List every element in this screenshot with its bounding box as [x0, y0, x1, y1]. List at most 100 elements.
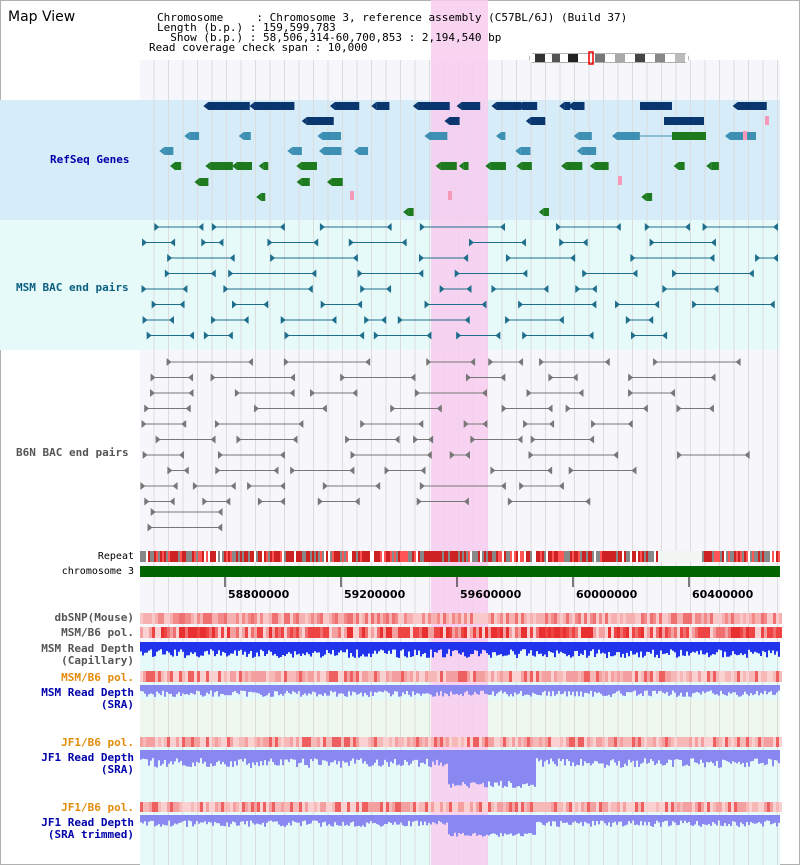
depth-bar: [180, 642, 182, 650]
heat-cell: [167, 613, 170, 624]
depth-bar: [592, 685, 594, 697]
depth-bar: [686, 642, 688, 652]
heat-cell: [764, 627, 767, 638]
heat-cell: [719, 802, 722, 812]
depth-bar: [386, 815, 388, 825]
heat-cell: [440, 737, 443, 747]
gene-arrow: [321, 132, 327, 140]
depth-bar: [486, 750, 488, 788]
heat-cell: [227, 613, 230, 624]
depth-bar: [272, 750, 274, 763]
depth-bar: [722, 750, 724, 760]
b6n-bac-pair-end: [150, 389, 156, 397]
repeat-block: [392, 551, 394, 562]
ideogram-band: [625, 54, 635, 62]
heat-cell: [179, 737, 182, 747]
depth-bar: [292, 750, 294, 760]
depth-bar: [176, 642, 178, 656]
depth-bar: [472, 750, 474, 783]
depth-bar: [692, 685, 694, 694]
heat-cell: [392, 671, 395, 682]
heat-cell: [269, 737, 272, 747]
heat-cell: [197, 613, 200, 624]
depth-bar: [576, 815, 578, 823]
depth-bar: [516, 750, 518, 787]
b6n-bac-pair-end: [669, 389, 675, 397]
depth-bar: [618, 750, 620, 761]
heat-cell: [344, 802, 347, 812]
heat-cell: [212, 671, 215, 682]
heat-cell: [224, 737, 227, 747]
depth-bar: [410, 750, 412, 764]
heat-cell: [530, 671, 533, 682]
depth-bar: [420, 642, 422, 657]
depth-bar: [644, 750, 646, 759]
depth-bar: [510, 642, 512, 650]
depth-bar: [568, 750, 570, 762]
repeat-block: [386, 551, 388, 562]
depth-bar: [378, 815, 380, 825]
depth-bar: [358, 750, 360, 761]
heat-cell: [191, 613, 194, 624]
depth-bar: [298, 815, 300, 823]
depth-bar: [738, 750, 740, 762]
heat-cell: [314, 627, 317, 638]
heat-cell: [341, 737, 344, 747]
depth-bar: [214, 815, 216, 823]
depth-bar: [770, 815, 772, 825]
heat-cell: [680, 613, 683, 624]
depth-bar: [660, 685, 662, 691]
msm-bac-pair-end: [556, 223, 562, 231]
depth-bar: [762, 685, 764, 695]
heat-cell: [281, 802, 284, 812]
depth-bar: [214, 750, 216, 766]
depth-bar: [598, 750, 600, 764]
depth-bar: [204, 685, 206, 696]
depth-bar: [650, 685, 652, 697]
gene-feature: [376, 102, 390, 110]
heat-cell: [308, 671, 311, 682]
b6n-bac-pair-end: [464, 451, 470, 459]
heat-cell: [560, 737, 563, 747]
heat-cell: [431, 671, 434, 682]
depth-bar: [280, 642, 282, 657]
depth-bar: [152, 642, 154, 657]
heat-cell: [566, 627, 569, 638]
depth-bar: [330, 750, 332, 763]
depth-bar: [750, 750, 752, 762]
depth-bar: [362, 685, 364, 697]
heat-cell: [203, 737, 206, 747]
refseq-genes-label[interactable]: RefSeq Genes: [50, 153, 130, 166]
depth-bar: [718, 685, 720, 696]
gene-feature: [501, 132, 506, 140]
depth-bar: [388, 815, 390, 822]
depth-bar: [518, 750, 520, 786]
depth-bar: [640, 815, 642, 822]
heat-cell: [659, 671, 662, 682]
depth-bar: [364, 815, 366, 827]
depth-bar: [208, 685, 210, 695]
heat-cell: [554, 627, 557, 638]
heat-cell: [518, 613, 521, 624]
repeat-block: [572, 551, 574, 562]
depth-bar: [252, 815, 254, 824]
depth-bar: [522, 685, 524, 697]
heat-cell: [524, 613, 527, 624]
msm-bac-label[interactable]: MSM BAC end pairs: [16, 281, 129, 294]
depth-bar: [406, 815, 408, 826]
b6n-bac-label[interactable]: B6N BAC end pairs: [16, 446, 129, 459]
repeat-block: [264, 551, 266, 562]
depth-bar: [456, 750, 458, 786]
depth-bar: [586, 815, 588, 824]
heat-cell: [581, 627, 584, 638]
heat-cell: [197, 737, 200, 747]
heat-cell: [764, 802, 767, 812]
repeat-block: [440, 551, 442, 562]
heat-cell: [467, 671, 470, 682]
depth-bar: [548, 685, 550, 692]
repeat-block: [588, 551, 590, 562]
b6n-bac-pair-end: [210, 373, 216, 382]
depth-bar: [710, 750, 712, 762]
depth-bar: [388, 642, 390, 651]
